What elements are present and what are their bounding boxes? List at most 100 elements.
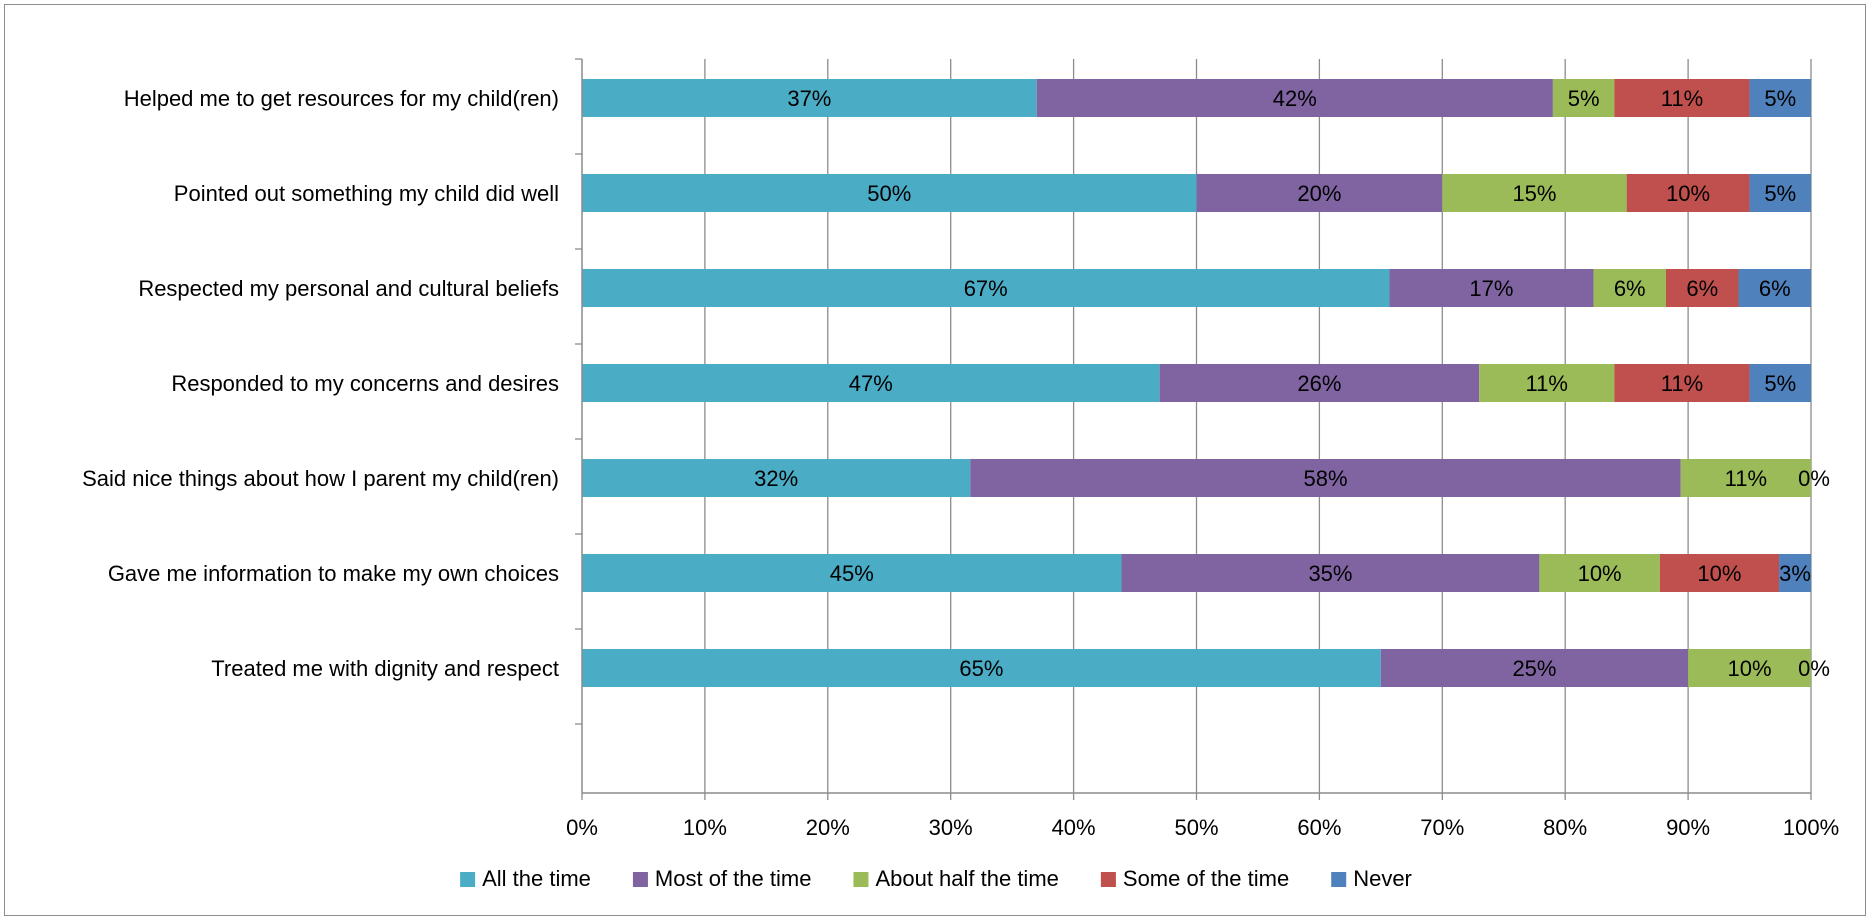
legend-swatch [853, 872, 869, 887]
data-label: 50% [867, 181, 911, 206]
bar-segment [1159, 364, 1480, 402]
category-label: Gave me information to make my own choic… [108, 561, 559, 586]
data-label: 6% [1686, 276, 1718, 301]
x-tick-label: 50% [1174, 815, 1218, 840]
legend-label: Most of the time [655, 866, 812, 891]
bar-segment [1626, 174, 1750, 212]
data-label: 20% [1297, 181, 1341, 206]
bar-segment [970, 459, 1681, 497]
bar-segment [1749, 79, 1811, 117]
data-label: 67% [964, 276, 1008, 301]
bar-segment [1121, 554, 1540, 592]
data-label: 5% [1764, 371, 1796, 396]
data-label: 25% [1512, 656, 1556, 681]
bar-segment [1738, 269, 1811, 307]
axes [575, 58, 1812, 800]
bar-segment [1659, 554, 1780, 592]
bar-segment [1614, 79, 1750, 117]
category-label: Helped me to get resources for my child(… [124, 86, 559, 111]
bar-segment [1749, 174, 1811, 212]
bar-segment [1479, 364, 1615, 402]
category-label: Responded to my concerns and desires [171, 371, 559, 396]
bar-segment [1779, 554, 1811, 592]
data-label: 45% [830, 561, 874, 586]
stacked-bar-chart: 37% 42% 5% 11% 5% 50% 20% 15% 10% 5% 67% 17% 6% 6% 6% 4… [82, 58, 1839, 891]
data-label: 11% [1661, 86, 1703, 111]
data-label: 26% [1297, 371, 1341, 396]
data-label: 11% [1526, 371, 1568, 396]
bar-segment [582, 79, 1037, 117]
bar-segment [1389, 269, 1594, 307]
legend-swatch [1331, 872, 1347, 887]
data-label: 10% [1578, 561, 1622, 586]
bar-segment [1036, 79, 1553, 117]
x-tick-label: 90% [1666, 815, 1710, 840]
bar-segment [1614, 364, 1750, 402]
x-tick-labels: 0% 10% 20% 30% 40% 50% 60% 70% 80% 90% 100% [566, 815, 1839, 840]
data-labels: 37% 42% 5% 11% 5% 50% 20% 15% 10% 5% 67% 17% 6% 6% 6% 4… [754, 86, 1830, 681]
data-label: 58% [1304, 466, 1348, 491]
legend-swatch [632, 872, 648, 887]
category-label: Respected my personal and cultural belie… [138, 276, 559, 301]
x-tick-label: 70% [1420, 815, 1464, 840]
bar-segment [1593, 269, 1666, 307]
bar-segment [582, 649, 1381, 687]
bar-segment [1749, 364, 1811, 402]
data-label: 35% [1308, 561, 1352, 586]
data-label: 0% [1798, 656, 1830, 681]
data-label: 42% [1273, 86, 1317, 111]
chart-frame: 37% 42% 5% 11% 5% 50% 20% 15% 10% 5% 67% 17% 6% 6% 6% 4… [4, 4, 1866, 916]
x-tick-label: 20% [806, 815, 850, 840]
legend-swatch [1100, 872, 1116, 887]
bar-segment [1442, 174, 1627, 212]
data-label: 11% [1725, 466, 1767, 491]
bar-segment [582, 364, 1160, 402]
data-label: 5% [1764, 86, 1796, 111]
data-label: 65% [959, 656, 1003, 681]
bar-segment [1680, 459, 1811, 497]
data-label: 5% [1568, 86, 1600, 111]
legend-label: Some of the time [1123, 866, 1289, 891]
data-label: 47% [849, 371, 893, 396]
data-label: 5% [1764, 181, 1796, 206]
x-tick-label: 0% [566, 815, 598, 840]
bar-segment [1552, 79, 1615, 117]
bar-segment [1196, 174, 1443, 212]
legend: All the time Most of the time About half t… [460, 866, 1412, 891]
data-label: 6% [1614, 276, 1646, 301]
x-tick-label: 100% [1783, 815, 1839, 840]
x-tick-label: 30% [929, 815, 973, 840]
category-label: Pointed out something my child did well [174, 181, 559, 206]
data-label: 10% [1697, 561, 1741, 586]
data-label: 3% [1779, 561, 1811, 586]
x-tick-label: 60% [1297, 815, 1341, 840]
x-tick-label: 40% [1052, 815, 1096, 840]
bar-segment [1665, 269, 1739, 307]
data-label: 0% [1798, 466, 1830, 491]
category-label: Said nice things about how I parent my c… [82, 466, 559, 491]
bar-segment [1380, 649, 1689, 687]
bars [582, 79, 1811, 687]
data-label: 6% [1759, 276, 1791, 301]
data-label: 32% [754, 466, 798, 491]
bar-segment [582, 174, 1197, 212]
legend-swatch [460, 872, 476, 887]
x-tick-label: 10% [683, 815, 727, 840]
data-label: 10% [1728, 656, 1772, 681]
category-labels: Helped me to get resources for my child(… [82, 86, 559, 681]
category-label: Treated me with dignity and respect [211, 656, 559, 681]
bar-segment [1539, 554, 1660, 592]
legend-label: Never [1353, 866, 1412, 891]
bar-segment [582, 554, 1122, 592]
bar-segment [582, 459, 971, 497]
legend-label: About half the time [875, 866, 1058, 891]
bar-segment [582, 269, 1390, 307]
data-label: 10% [1666, 181, 1710, 206]
data-label: 15% [1512, 181, 1556, 206]
data-label: 11% [1661, 371, 1703, 396]
bar-segment [1688, 649, 1811, 687]
legend-label: All the time [482, 866, 591, 891]
data-label: 37% [787, 86, 831, 111]
x-tick-label: 80% [1543, 815, 1587, 840]
data-label: 17% [1469, 276, 1513, 301]
